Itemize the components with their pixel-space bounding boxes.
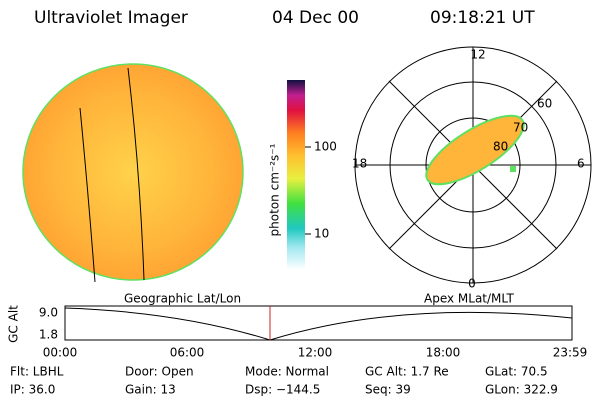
colorbar-label: photon cm⁻²s⁻¹	[268, 143, 282, 236]
date: 04 Dec 00	[272, 8, 359, 28]
polar-plot	[354, 46, 592, 284]
y-label: GC Alt	[7, 305, 21, 343]
x-tick: 06:00	[170, 346, 205, 360]
x-tick: 23:59	[553, 346, 588, 360]
info-field: Door: Open	[125, 365, 194, 379]
info-field: GLon: 322.9	[485, 383, 558, 397]
time: 09:18:21 UT	[430, 8, 535, 28]
hour-label: 0	[468, 277, 476, 291]
info-field: Mode: Normal	[245, 365, 329, 379]
title: Ultraviolet Imager	[34, 8, 188, 28]
y-tick: 9.0	[39, 306, 58, 320]
info-field: IP: 36.0	[10, 383, 55, 397]
lat-label: 80	[493, 140, 508, 154]
lat-label: 60	[537, 97, 552, 111]
footer: Flt: LBHL Door: Open Mode: Normal GC Alt: 1…	[10, 365, 558, 397]
right-label: Apex MLat/MLT	[424, 292, 514, 306]
colorbar: 100 10 photon cm⁻²s⁻¹	[268, 80, 337, 270]
info-field: Flt: LBHL	[10, 365, 64, 379]
x-tick: 12:00	[298, 346, 333, 360]
hour-label: 6	[577, 157, 585, 171]
hour-label: 18	[352, 157, 367, 171]
info-field: Gain: 13	[125, 383, 176, 397]
x-tick: 00:00	[43, 346, 78, 360]
info-field: GC Alt: 1.7 Re	[365, 365, 449, 379]
x-tick: 18:00	[426, 346, 461, 360]
colorbar-tick: 10	[314, 227, 329, 241]
info-field: Seq: 39	[365, 383, 411, 397]
y-tick: 1.8	[39, 328, 58, 342]
colorbar-tick: 100	[314, 140, 337, 154]
left-label: Geographic Lat/Lon	[124, 292, 241, 306]
altitude-plot: Geographic Lat/Lon Apex MLat/MLT GC Alt …	[7, 292, 588, 360]
info-field: GLat: 70.5	[485, 365, 548, 379]
lat-label: 70	[513, 121, 528, 135]
earth-image	[22, 63, 244, 283]
info-field: Dsp: −144.5	[245, 383, 320, 397]
hour-label: 12	[470, 48, 485, 62]
